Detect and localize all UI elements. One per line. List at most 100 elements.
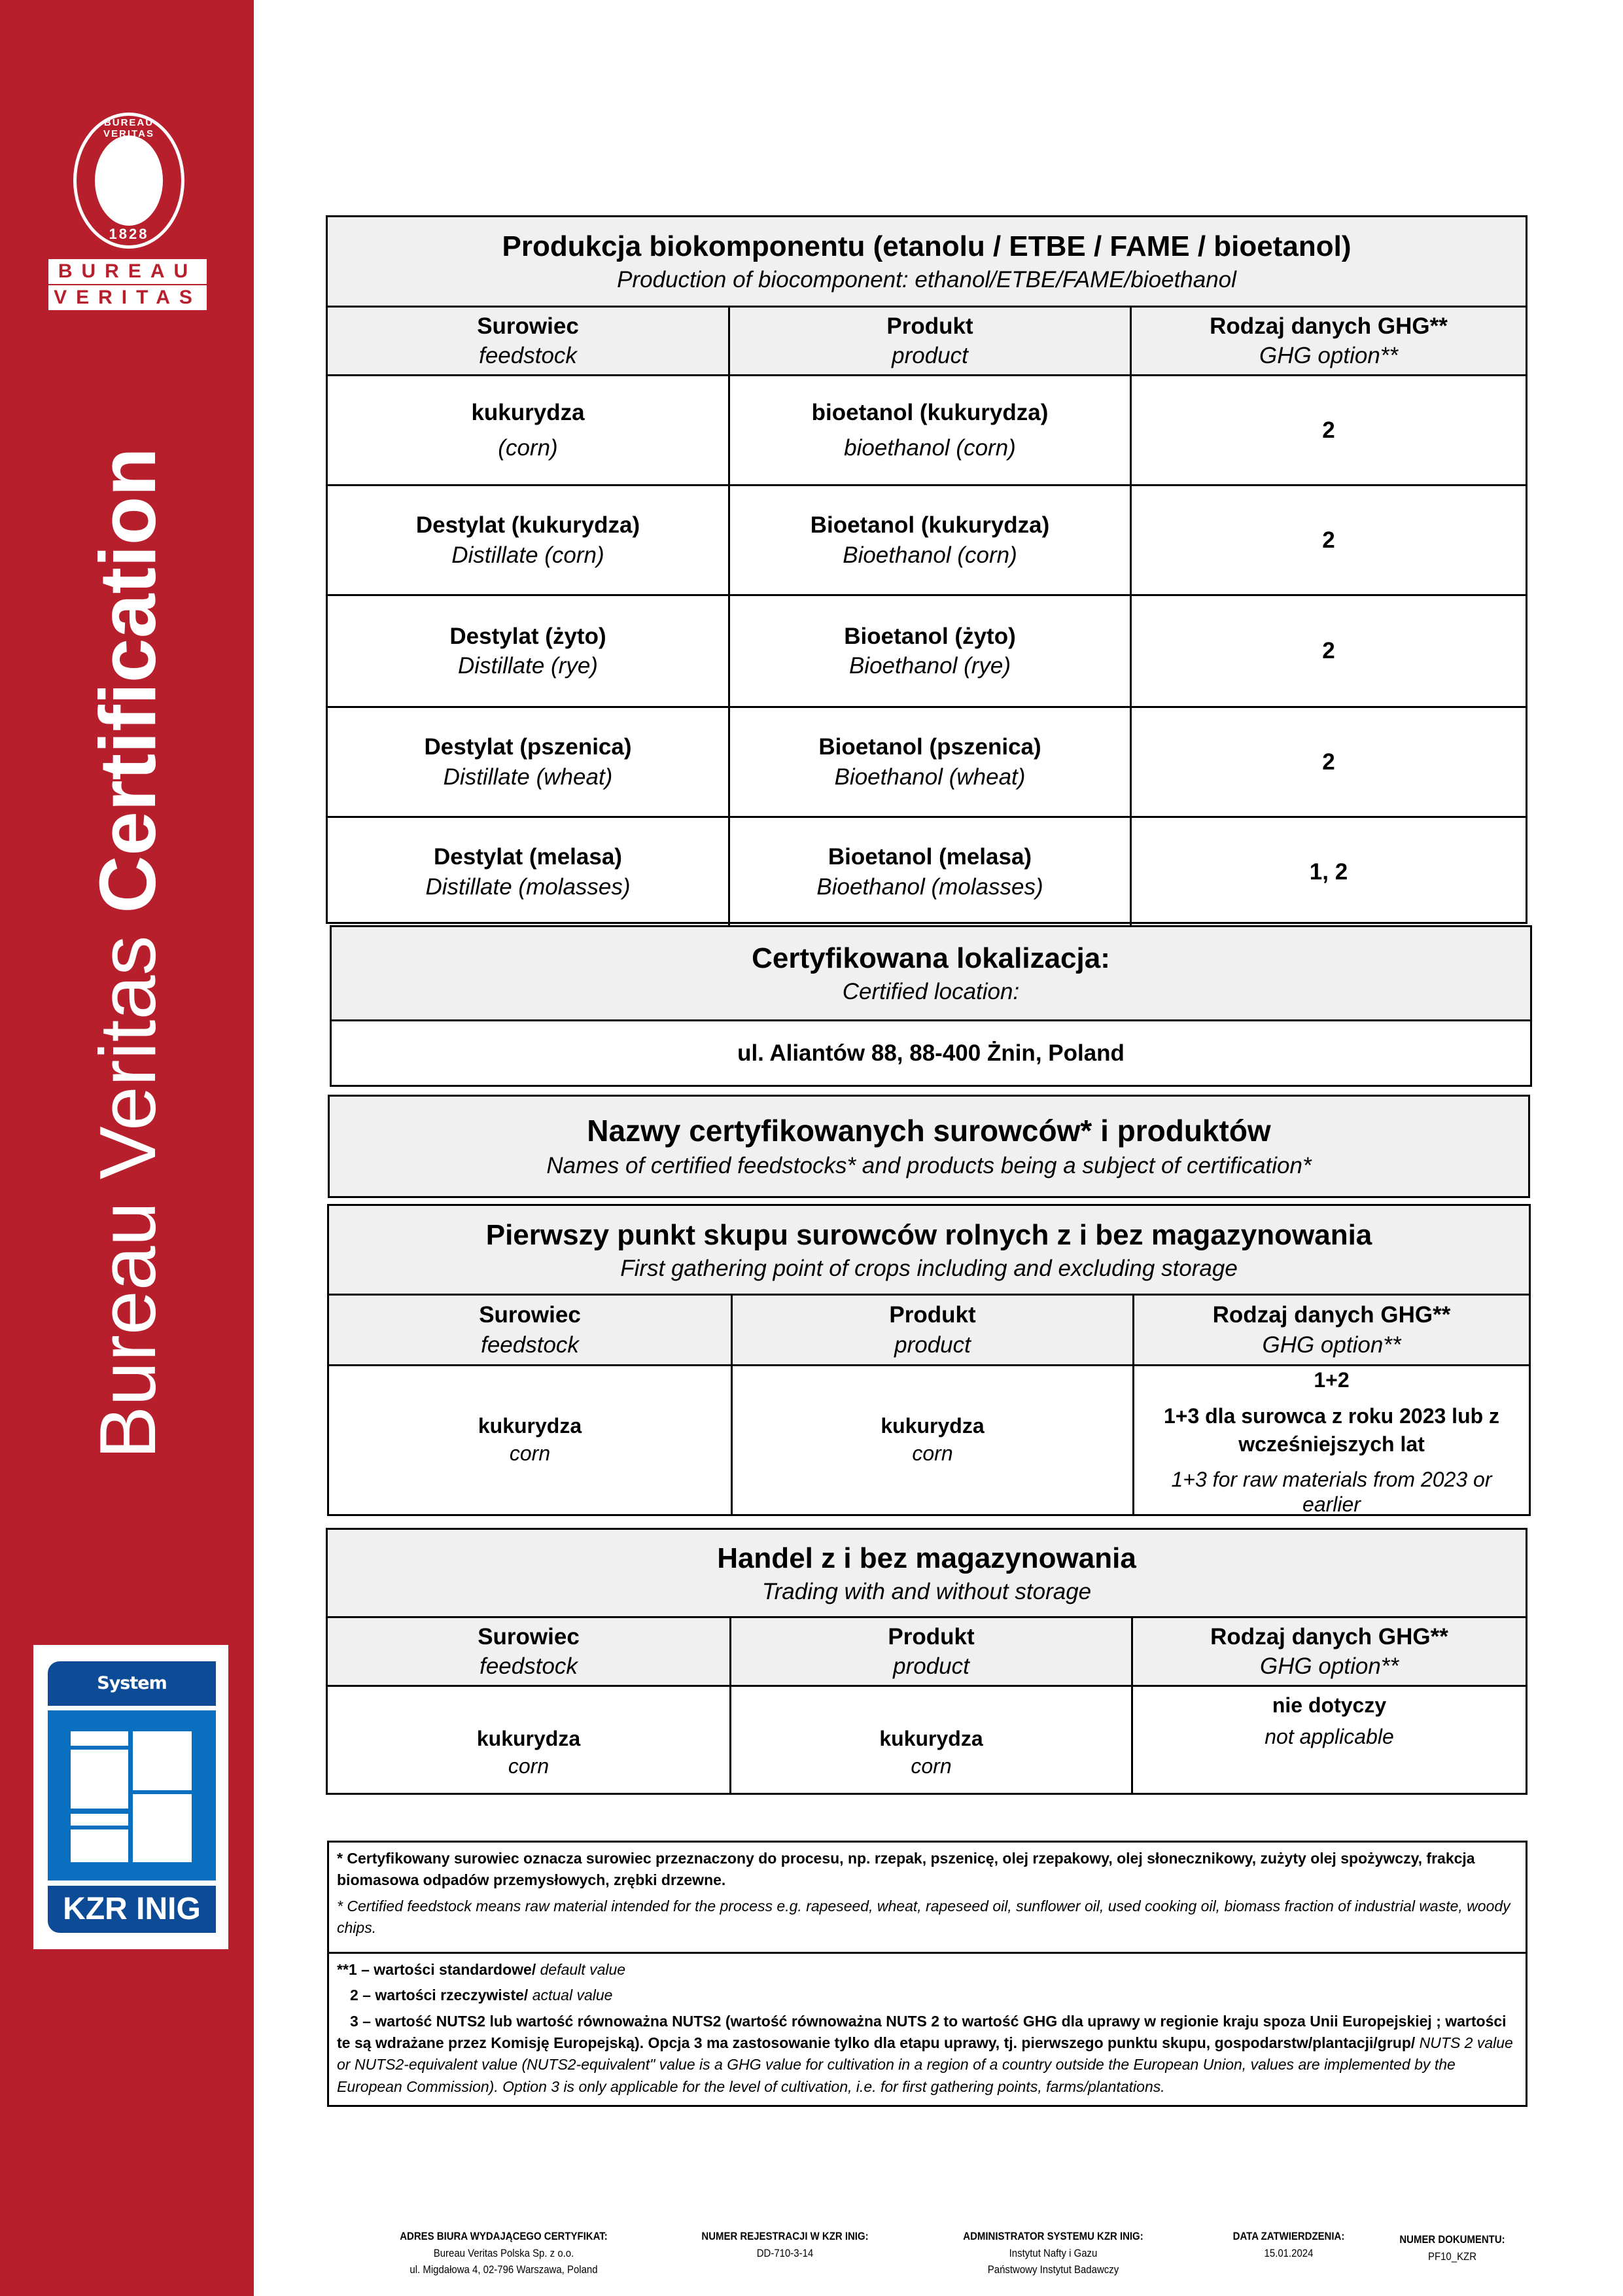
feedstock-en: Distillate (molasses): [425, 874, 631, 900]
header-product-en: product: [894, 1332, 971, 1358]
production-title: Produkcja biokomponentu (etanolu / ETBE …: [502, 230, 1352, 263]
seal-ring-text: BUREAU VERITAS: [103, 117, 154, 139]
header-feedstock: Surowiec: [479, 1302, 581, 1328]
product-pl: Bioetanol (melasa): [828, 844, 1032, 870]
ghg-option-pl: nie dotyczy: [1272, 1693, 1387, 1717]
product-en: Bioethanol (rye): [848, 653, 1011, 679]
feedstock-pl: Destylat (pszenica): [424, 734, 632, 760]
feedstock-en: corn: [509, 1441, 551, 1465]
product-en: Bioethanol (molasses): [816, 874, 1043, 900]
product-en: Bioethanol (wheat): [834, 764, 1026, 790]
logo-veritas: VERITAS: [48, 285, 207, 310]
logo-bureau: BUREAU: [48, 259, 207, 284]
vertical-brand-title: Bureau Veritas Certification: [83, 448, 172, 1459]
production-header-row: Surowiec feedstock Produkt product Rodzaj …: [328, 306, 1526, 374]
feedstock-pl: Destylat (kukurydza): [415, 512, 640, 538]
feedstock-pl: Destylat (melasa): [434, 844, 622, 870]
inig-mark-icon: [48, 1710, 216, 1881]
footnote-option-1: **1 – wartości standardowe/ default valu…: [337, 1961, 626, 1978]
table-row: Destylat (pszenica) Distillate (wheat) Bio…: [328, 706, 1526, 816]
gathering-table: Pierwszy punkt skupu surowców rolnych z …: [327, 1204, 1531, 1516]
footer-registration-number: NUMER REJESTRACJI W KZR INIG: DD-710-3-14: [701, 2230, 869, 2259]
product-en: Bioethanol (corn): [843, 542, 1017, 568]
gathering-subtitle: First gathering point of crops including…: [620, 1255, 1238, 1281]
header-ghg-en: GHG option**: [1262, 1332, 1401, 1358]
production-table: Produkcja biokomponentu (etanolu / ETBE …: [326, 215, 1527, 926]
header-ghg: Rodzaj danych GHG**: [1212, 1302, 1451, 1328]
product-pl: bioetanol (kukurydza): [811, 400, 1049, 425]
kzr-logo-bottom: KZR INIG: [48, 1886, 216, 1933]
header-feedstock-en: feedstock: [479, 343, 577, 368]
feedstock-en: corn: [508, 1754, 550, 1778]
ghg-option-en: 1+3 for raw materials from 2023 or earli…: [1171, 1467, 1492, 1516]
header-ghg: Rodzaj danych GHG**: [1210, 313, 1448, 339]
trading-title: Handel z i bez magazynowania: [717, 1542, 1136, 1574]
product-pl: Bioetanol (pszenica): [818, 734, 1041, 760]
product-pl: Bioetanol (kukurydza): [810, 512, 1050, 538]
feedstock-pl: kukurydza: [478, 1414, 582, 1438]
feedstock-en: (corn): [498, 434, 558, 461]
product-pl: Bioetanol (żyto): [844, 623, 1016, 649]
table-row: Destylat (melasa) Distillate (molasses) Bi…: [328, 816, 1526, 926]
ghg-option-main: 1+2: [1314, 1368, 1350, 1392]
kzr-logo-top: System Certyfikacji: [48, 1661, 216, 1738]
certified-location: Certyfikowana lokalizacja: Certified loca…: [330, 925, 1532, 1087]
names-title: Nazwy certyfikowanych surowców* i produk…: [587, 1114, 1271, 1148]
production-subtitle: Production of biocomponent: ethanol/ETBE…: [617, 267, 1236, 293]
footer-issuing-office: ADRES BIURA WYDAJĄCEGO CERTYFIKAT: Bureau…: [400, 2230, 608, 2276]
header-feedstock-en: feedstock: [480, 1653, 578, 1679]
header-product: Produkt: [889, 1302, 976, 1328]
header-feedstock: Surowiec: [477, 313, 579, 339]
table-row: kukurydza corn kukurydza corn nie dotyczy n…: [328, 1685, 1526, 1793]
kzr-inig-logo: System Certyfikacji KZR INIG: [33, 1645, 228, 1949]
header-feedstock-en: feedstock: [481, 1332, 579, 1358]
product-pl: kukurydza: [881, 1414, 985, 1438]
ghg-option-pl: 1+3 dla surowca z roku 2023 lub z wcześn…: [1163, 1404, 1500, 1457]
names-subtitle: Names of certified feedstocks* and produ…: [546, 1153, 1312, 1179]
header-feedstock: Surowiec: [478, 1623, 580, 1650]
table-row: Destylat (żyto) Distillate (rye) Bioetanol…: [328, 594, 1526, 706]
gathering-title: Pierwszy punkt skupu surowców rolnych z …: [485, 1218, 1372, 1251]
header-product-en: product: [892, 343, 968, 368]
product-en: bioethanol (corn): [844, 434, 1016, 461]
brand-sidebar: BUREAU VERITAS 1828 BUREAU VERITAS Burea…: [0, 0, 254, 2296]
ghg-option: 2: [1130, 708, 1526, 816]
product-en: corn: [911, 1754, 952, 1778]
feedstock-pl: kukurydza: [471, 400, 585, 425]
feedstock-pl: kukurydza: [476, 1727, 581, 1751]
footer-approval-date: DATA ZATWIERDZENIA: 15.01.2024: [1232, 2230, 1345, 2259]
feedstock-en: Distillate (corn): [451, 542, 604, 568]
product-en: corn: [912, 1441, 953, 1465]
footnotes: * Certyfikowany surowiec oznacza surowie…: [327, 1841, 1527, 2107]
table-row: Destylat (kukurydza) Distillate (corn) Bio…: [328, 484, 1526, 594]
feedstock-en: Distillate (wheat): [443, 764, 613, 790]
seal-year: 1828: [109, 226, 149, 242]
ghg-option: 1, 2: [1130, 818, 1526, 926]
footnote-feedstock-pl: * Certyfikowany surowiec oznacza surowie…: [337, 1850, 1475, 1889]
feedstock-pl: Destylat (żyto): [449, 623, 606, 649]
trading-subtitle: Trading with and without storage: [761, 1578, 1092, 1604]
ghg-option-en: not applicable: [1265, 1725, 1394, 1748]
table-row: kukurydza (corn) bioetanol (kukurydza) bioe…: [328, 374, 1526, 484]
ghg-option: 2: [1130, 376, 1526, 484]
ghg-option: 2: [1130, 486, 1526, 594]
header-ghg: Rodzaj danych GHG**: [1210, 1623, 1448, 1650]
footnote-option-3: 3 – wartość NUTS2 lub wartość równoważna…: [337, 2012, 1513, 2095]
header-product: Produkt: [886, 313, 973, 339]
table-row: kukurydza corn kukurydza corn 1+2 1+3 dla …: [329, 1364, 1529, 1516]
header-product-en: product: [893, 1653, 969, 1679]
location-subtitle: Certified location:: [842, 979, 1020, 1005]
trading-table: Handel z i bez magazynowania Trading with…: [326, 1528, 1527, 1795]
footnote-feedstock-en: * Certified feedstock means raw material…: [337, 1897, 1510, 1937]
feedstock-en: Distillate (rye): [458, 653, 598, 679]
header-ghg-en: GHG option**: [1259, 1653, 1399, 1679]
header-ghg-en: GHG option**: [1259, 343, 1399, 368]
header-product: Produkt: [888, 1623, 975, 1650]
footer-system-administrator: ADMINISTRATOR SYSTEMU KZR INIG: Instytut …: [963, 2230, 1143, 2276]
footnote-option-2: 2 – wartości rzeczywiste/ actual value: [350, 1987, 613, 2004]
location-title: Certyfikowana lokalizacja:: [752, 942, 1110, 975]
bureau-veritas-seal-logo: BUREAU VERITAS 1828: [73, 113, 184, 249]
ghg-option: 2: [1130, 596, 1526, 706]
footer-document-number: NUMER DOKUMENTU: PF10_KZR: [1399, 2233, 1505, 2263]
product-pl: kukurydza: [879, 1727, 983, 1751]
